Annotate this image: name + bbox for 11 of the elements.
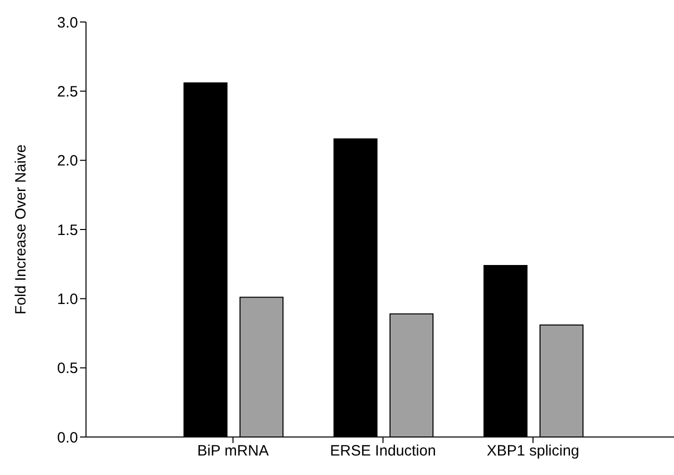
y-tick-label: 2.5 — [57, 83, 78, 100]
y-tick-label: 2.0 — [57, 152, 78, 170]
y-tick-label: 0.0 — [57, 429, 78, 446]
y-tick-label: 0.5 — [57, 360, 78, 378]
y-axis-title: Fold Increase Over Naive — [12, 144, 30, 315]
x-tick-label: ERSE Induction — [330, 442, 436, 460]
y-tick-label: 1.5 — [57, 222, 78, 239]
x-tick-label: XBP1 splicing — [486, 442, 580, 460]
y-tick-label: 3.0 — [57, 14, 78, 32]
y-tick-label: 1.0 — [57, 290, 78, 308]
x-tick-label: BiP mRNA — [197, 442, 269, 460]
